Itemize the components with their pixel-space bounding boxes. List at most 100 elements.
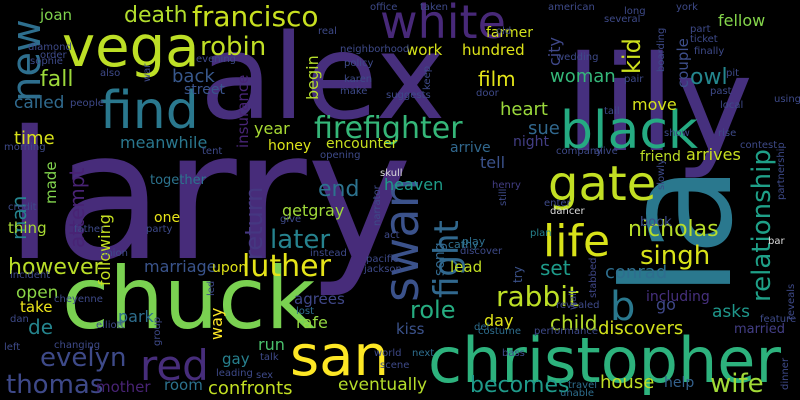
cloud-word-old: old [496, 26, 511, 37]
cloud-word-asks: asks [712, 302, 750, 322]
cloud-word-move: move [632, 95, 677, 114]
cloud-word-discovers: discovers [598, 318, 683, 339]
cloud-word-travel: travel [568, 380, 597, 391]
cloud-word-lost: lost [296, 306, 314, 317]
cloud-word-heart: heart [500, 99, 548, 120]
cloud-word-song: song [432, 242, 448, 276]
cloud-word-pacific: pacific [366, 254, 399, 265]
cloud-word-stabbed: stabbed [588, 258, 599, 298]
cloud-word-suggests: suggests [386, 90, 431, 101]
cloud-word-cathy: cathy [448, 238, 479, 251]
cloud-word-san: san [290, 324, 389, 389]
cloud-word-fall: fall [40, 67, 73, 92]
cloud-word-long: long [624, 6, 646, 17]
cloud-word-led: led [206, 281, 217, 296]
cloud-word-firefighter: firefighter [314, 111, 463, 146]
cloud-word-still: still [498, 189, 509, 206]
cloud-word-year: year [254, 119, 290, 138]
cloud-word-arrives: arrives [686, 145, 741, 164]
cloud-word-bar: bar [768, 236, 785, 247]
cloud-word-confronts: confronts [208, 378, 293, 399]
cloud-word-eventually: eventually [338, 375, 427, 395]
cloud-word-keep: keep [422, 66, 433, 90]
cloud-word-larry: larry [5, 93, 412, 300]
cloud-word-heaven: heaven [384, 175, 443, 194]
cloud-word-credit: credit [8, 202, 37, 213]
cloud-word-take: take [20, 298, 52, 316]
cloud-word-tell: tell [480, 153, 505, 172]
cloud-word-several: several [604, 14, 640, 25]
cloud-word-night: night [513, 134, 550, 150]
cloud-word-luther: luther [242, 249, 332, 284]
cloud-word-left: left [4, 342, 20, 353]
cloud-word-changing: changing [54, 340, 100, 351]
cloud-word-contest: contest [740, 140, 777, 151]
cloud-word-show: show [664, 128, 690, 139]
cloud-word-singh: singh [640, 241, 710, 271]
cloud-word-honey: honey [268, 138, 311, 154]
cloud-word-dan: dan [10, 314, 29, 325]
cloud-word-wall: wall [568, 290, 579, 310]
cloud-word-arrive: arrive [450, 140, 491, 156]
cloud-word-owl: owl [690, 65, 728, 90]
cloud-word-pair: pair [624, 74, 644, 85]
cloud-word-robin: robin [200, 32, 266, 62]
cloud-word-act: act [384, 230, 400, 241]
cloud-word-people: people [70, 98, 104, 109]
cloud-word-unable: unable [560, 388, 594, 399]
cloud-word-dinner: dinner [780, 357, 791, 390]
cloud-word-tent: tent [202, 146, 222, 157]
cloud-word-becomes: becomes [470, 373, 569, 398]
cloud-word-revealed: revealed [556, 300, 600, 311]
cloud-word-francisco: francisco [192, 0, 319, 33]
cloud-word-jackson: jackson [363, 264, 402, 275]
cloud-word-black: black [560, 101, 698, 161]
cloud-word-encounter: encounter [326, 136, 398, 152]
cloud-word-agrees: agrees [294, 290, 345, 308]
cloud-word-go: go [656, 295, 676, 314]
cloud-word-attempt: attempt [65, 168, 89, 248]
cloud-word-nicholas: nicholas [628, 217, 719, 242]
cloud-word-later: later [270, 225, 330, 255]
cloud-word-skull: skull [380, 168, 403, 179]
cloud-word-pit: pit [726, 68, 739, 79]
cloud-word-slowly: slowly [656, 159, 667, 190]
cloud-word-married: married [734, 322, 785, 337]
cloud-word-woman: woman [550, 66, 616, 87]
cloud-word-group: group [152, 317, 163, 346]
cloud-word-ticket: ticket [690, 34, 718, 45]
cloud-word-red: red [140, 341, 209, 390]
cloud-word-help: help [664, 375, 694, 391]
cloud-word-new: new [4, 19, 50, 102]
cloud-word-scene: scene [380, 360, 409, 371]
cloud-word-world: world [374, 348, 402, 359]
cloud-word-company: company [556, 146, 602, 157]
cloud-word-party: party [146, 224, 173, 235]
cloud-word-neighborhood: neighborhood [340, 44, 409, 55]
cloud-word-reveals: reveals [786, 284, 797, 320]
cloud-word-following: following [95, 214, 114, 286]
cloud-word-alex: alex [200, 8, 445, 146]
cloud-word-wife: wife [710, 369, 764, 399]
cloud-word-joan: joan [39, 6, 72, 24]
cloud-word-rafe: rafe [296, 313, 328, 332]
cloud-word-give: give [280, 214, 301, 225]
cloud-word-boarding: boarding [656, 28, 667, 72]
cloud-word-lily: lily [565, 28, 753, 182]
cloud-word-chuck: chuck [62, 249, 316, 349]
cloud-word-part: part [690, 24, 711, 35]
cloud-word-called: called [14, 93, 64, 113]
cloud-word-death: death [124, 3, 188, 28]
cloud-word-alive: alive [594, 146, 618, 157]
cloud-word-using: using [774, 94, 800, 105]
cloud-word-park: park [118, 307, 155, 326]
cloud-word-swan: swan [374, 178, 430, 302]
cloud-word-diamond: diamond [28, 42, 72, 53]
cloud-word-work: work [406, 41, 443, 59]
cloud-word-door: door [476, 88, 500, 99]
cloud-word-upon: upon [212, 260, 247, 276]
cloud-word-lead: lead [450, 258, 482, 276]
cloud-word-friend: friend [640, 149, 681, 165]
